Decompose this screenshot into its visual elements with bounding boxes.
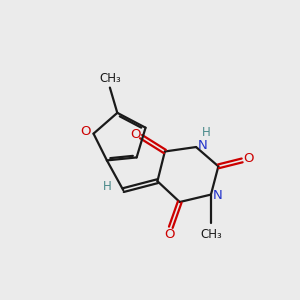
Text: O: O xyxy=(243,152,253,164)
Text: H: H xyxy=(103,180,111,193)
Text: O: O xyxy=(80,125,91,138)
Text: N: N xyxy=(198,139,208,152)
Text: N: N xyxy=(213,189,222,202)
Text: O: O xyxy=(130,128,140,141)
Text: H: H xyxy=(202,126,211,139)
Text: O: O xyxy=(165,228,175,241)
Text: CH₃: CH₃ xyxy=(99,72,121,85)
Text: CH₃: CH₃ xyxy=(200,228,222,241)
